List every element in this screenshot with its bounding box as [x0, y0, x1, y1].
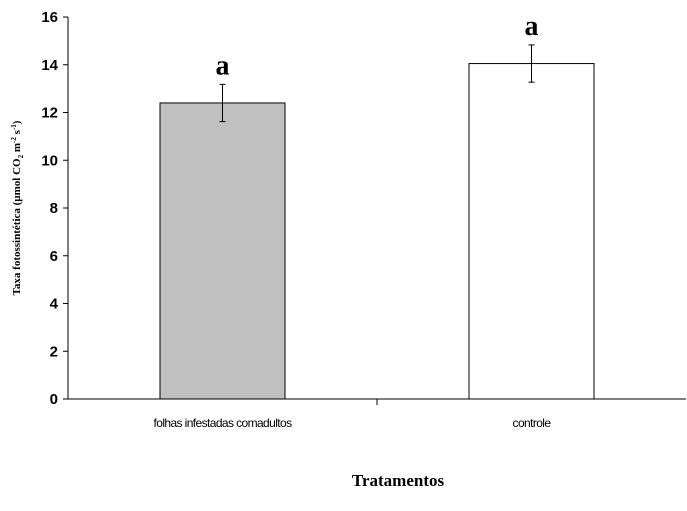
- plot-area: a folhas infestadas comadultos a controle 0 2…: [41, 9, 686, 430]
- y-axis-title-close: ): [11, 120, 23, 124]
- y-axis-title-superscript-s: -1: [10, 124, 18, 130]
- y-tick-label: 10: [41, 152, 58, 169]
- y-tick-label: 2: [50, 343, 58, 360]
- x-tick-label: folhas infestadas comadultos: [154, 416, 293, 430]
- y-axis-title-subscript: 2: [17, 154, 25, 158]
- bar-1: [159, 102, 286, 400]
- y-tick-label: 6: [50, 248, 58, 265]
- bar-2: [468, 63, 595, 400]
- significance-label-2: a: [525, 11, 539, 42]
- significance-label-1: a: [216, 50, 230, 81]
- y-axis-title-s: s: [11, 129, 23, 137]
- x-axis-title: Tratamentos: [352, 471, 445, 490]
- y-tick-label: 14: [41, 57, 58, 74]
- y-tick-label: 12: [41, 105, 58, 122]
- y-axis-title: Taxa fotossintética (µmol CO2 m-2 s-1): [10, 120, 25, 295]
- y-tick-label: 4: [50, 296, 59, 313]
- y-tick-label: 8: [50, 200, 58, 217]
- y-tick-label: 0: [50, 391, 58, 408]
- y-tick-label: 16: [41, 9, 58, 26]
- y-axis-title-main: Taxa fotossintética (µmol CO: [11, 158, 23, 295]
- y-axis-title-m: m: [11, 143, 23, 155]
- y-axis-title-superscript-m: -2: [10, 137, 18, 143]
- x-tick-label: controle: [513, 416, 552, 430]
